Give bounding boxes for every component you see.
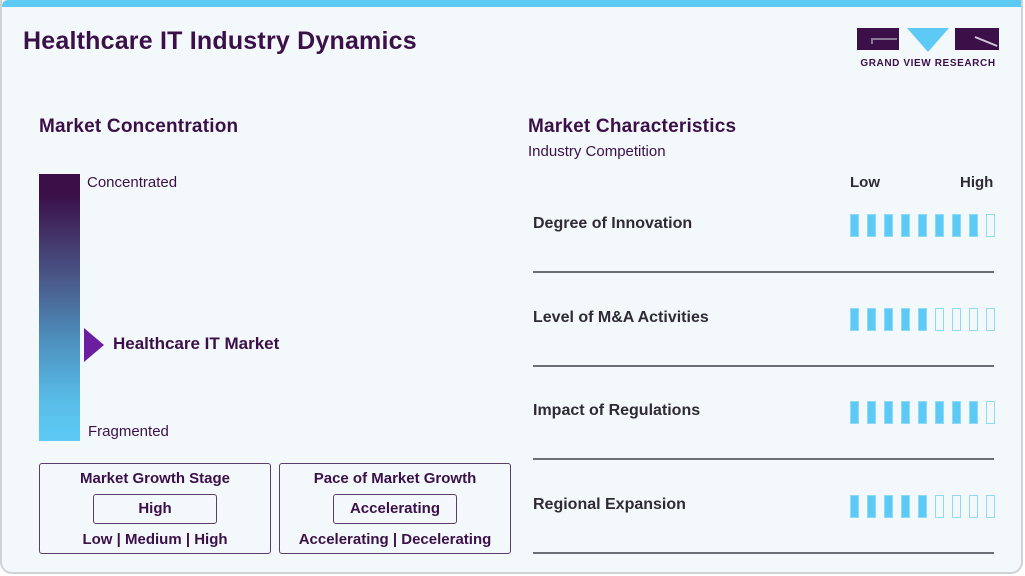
rating-bar-filled <box>867 401 876 424</box>
rating-bar-empty <box>986 214 995 237</box>
rating-bar-filled <box>918 495 927 518</box>
rating-bar-filled <box>901 308 910 331</box>
characteristic-row: Impact of Regulations <box>533 390 995 484</box>
growth-pace-value: Accelerating <box>333 494 457 524</box>
rating-bar-filled <box>952 401 961 424</box>
market-concentration-title: Market Concentration <box>39 116 239 137</box>
rating-bar-filled <box>850 308 859 331</box>
rating-bar-filled <box>901 401 910 424</box>
rating-bar-filled <box>850 214 859 237</box>
page-title: Healthcare IT Industry Dynamics <box>23 27 417 55</box>
scale-high-label: High <box>960 174 994 191</box>
rating-bar-filled <box>935 214 944 237</box>
characteristic-label: Level of M&A Activities <box>533 309 709 326</box>
concentration-gradient-bar <box>39 174 80 441</box>
rating-bar-empty <box>986 401 995 424</box>
market-characteristics-title: Market Characteristics <box>528 116 737 137</box>
growth-pace-options: Accelerating | Decelerating <box>298 531 492 548</box>
growth-stage-value: High <box>93 494 217 524</box>
row-divider <box>533 552 994 554</box>
rating-bars <box>850 214 995 237</box>
logo-text: GRAND VIEW RESEARCH <box>860 58 996 69</box>
growth-stage-title: Market Growth Stage <box>79 470 231 487</box>
rating-bar-filled <box>884 401 893 424</box>
rating-bar-filled <box>850 495 859 518</box>
grand-view-research-logo: GRAND VIEW RESEARCH <box>857 28 999 72</box>
rating-bars <box>850 308 995 331</box>
rating-bar-filled <box>935 401 944 424</box>
rating-bar-filled <box>918 214 927 237</box>
rating-bar-filled <box>867 495 876 518</box>
rating-bar-empty <box>986 308 995 331</box>
characteristic-row: Level of M&A Activities <box>533 297 995 391</box>
row-divider <box>533 458 994 460</box>
top-accent-stripe <box>2 0 1021 7</box>
rating-bar-filled <box>901 495 910 518</box>
rating-bar-filled <box>884 214 893 237</box>
rating-bar-filled <box>901 214 910 237</box>
growth-pace-title: Pace of Market Growth <box>313 470 477 487</box>
logo-g-block-icon <box>857 28 899 50</box>
characteristic-row: Degree of Innovation <box>533 203 995 297</box>
rating-bar-filled <box>867 214 876 237</box>
concentrated-label: Concentrated <box>87 174 178 191</box>
rating-bar-empty <box>969 495 978 518</box>
characteristic-label: Degree of Innovation <box>533 215 693 232</box>
market-growth-stage-box: Market Growth Stage High Low | Medium | … <box>39 463 271 554</box>
fragmented-label: Fragmented <box>88 423 169 440</box>
market-position-marker-icon <box>84 328 104 362</box>
row-divider <box>533 271 994 273</box>
rating-bar-filled <box>884 308 893 331</box>
pace-of-market-growth-box: Pace of Market Growth Accelerating Accel… <box>279 463 511 554</box>
market-position-label: Healthcare IT Market <box>113 334 280 353</box>
rating-bar-filled <box>918 308 927 331</box>
rating-bar-filled <box>884 495 893 518</box>
characteristic-label: Impact of Regulations <box>533 402 701 419</box>
rating-bar-empty <box>986 495 995 518</box>
rating-bar-empty <box>952 495 961 518</box>
rating-bar-filled <box>969 401 978 424</box>
row-divider <box>533 365 994 367</box>
growth-stage-options: Low | Medium | High <box>82 531 228 548</box>
rating-bar-filled <box>850 401 859 424</box>
rating-bars <box>850 401 995 424</box>
rating-bar-filled <box>969 214 978 237</box>
rating-bar-empty <box>952 308 961 331</box>
logo-r-block-icon <box>955 28 999 50</box>
logo-v-triangle-icon <box>907 28 949 52</box>
rating-bar-empty <box>969 308 978 331</box>
rating-bar-empty <box>935 495 944 518</box>
rating-bar-filled <box>918 401 927 424</box>
industry-competition-subtitle: Industry Competition <box>528 143 666 160</box>
rating-bar-filled <box>952 214 961 237</box>
characteristic-label: Regional Expansion <box>533 496 686 513</box>
rating-bar-filled <box>867 308 876 331</box>
rating-bars <box>850 495 995 518</box>
rating-bar-empty <box>935 308 944 331</box>
scale-low-label: Low <box>850 174 880 191</box>
characteristic-row: Regional Expansion <box>533 484 995 572</box>
